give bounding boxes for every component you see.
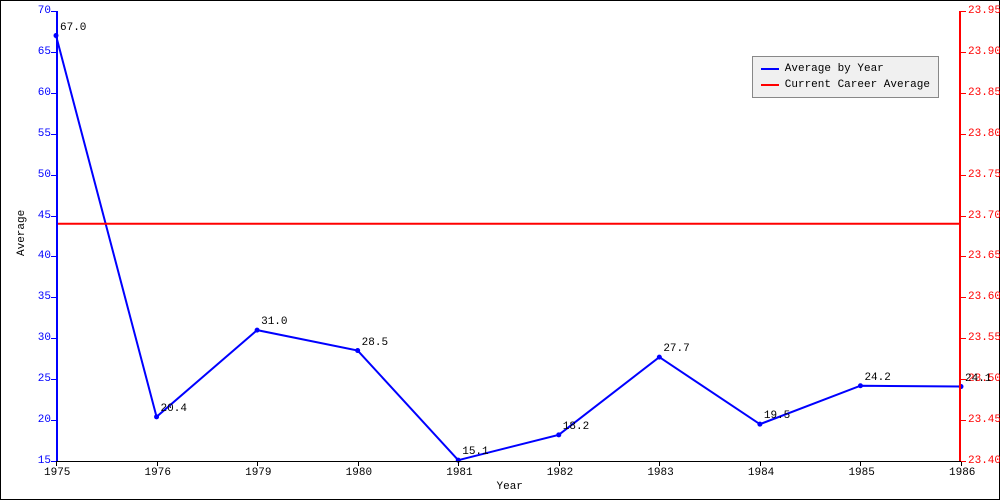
y-right-tick-label: 23.80 [968, 128, 1000, 140]
y-left-axis-title: Average [16, 210, 28, 256]
legend-label: Average by Year [785, 61, 884, 77]
data-point-label: 27.7 [663, 343, 689, 355]
y-right-tick-label: 23.85 [968, 87, 1000, 99]
y-right-tick-label: 23.40 [968, 455, 1000, 467]
data-point-label: 28.5 [362, 337, 388, 349]
x-tick-label: 1982 [547, 467, 573, 479]
data-point-label: 67.0 [60, 22, 86, 34]
legend-item: Average by Year [761, 61, 930, 77]
y-right-tick-label: 23.60 [968, 291, 1000, 303]
x-tick-label: 1976 [145, 467, 171, 479]
y-right-tick-label: 23.45 [968, 414, 1000, 426]
y-left-tick-label: 15 [21, 455, 51, 467]
legend-label: Current Career Average [785, 77, 930, 93]
x-tick-label: 1985 [848, 467, 874, 479]
y-left-tick-label: 60 [21, 87, 51, 99]
x-tick-label: 1975 [44, 467, 70, 479]
x-tick-label: 1981 [446, 467, 472, 479]
y-right-tick-label: 23.75 [968, 169, 1000, 181]
y-right-tick-label: 23.65 [968, 250, 1000, 262]
x-tick-label: 1983 [647, 467, 673, 479]
y-right-tick-label: 23.70 [968, 210, 1000, 222]
legend-item: Current Career Average [761, 77, 930, 93]
y-left-tick-label: 25 [21, 373, 51, 385]
y-left-tick-label: 50 [21, 169, 51, 181]
data-point-label: 15.1 [462, 446, 488, 458]
x-axis-title: Year [497, 481, 523, 493]
y-left-tick-label: 30 [21, 332, 51, 344]
legend-swatch [761, 68, 779, 70]
data-point-label: 24.2 [864, 372, 890, 384]
y-left-tick-label: 70 [21, 5, 51, 17]
data-point-label: 20.4 [161, 403, 187, 415]
legend-swatch [761, 84, 779, 86]
legend: Average by YearCurrent Career Average [752, 56, 939, 98]
y-left-tick-label: 20 [21, 414, 51, 426]
x-tick-label: 1980 [346, 467, 372, 479]
y-left-tick-label: 55 [21, 128, 51, 140]
y-right-tick-label: 23.95 [968, 5, 1000, 17]
y-left-tick-label: 65 [21, 46, 51, 58]
chart-container: Average by YearCurrent Career Average 19… [0, 0, 1000, 500]
y-right-tick-label: 23.55 [968, 332, 1000, 344]
data-point-label: 18.2 [563, 421, 589, 433]
x-tick-label: 1986 [949, 467, 975, 479]
data-point-label: 24.1 [965, 373, 991, 385]
y-right-tick-label: 23.90 [968, 46, 1000, 58]
x-tick-label: 1979 [245, 467, 271, 479]
y-left-tick-label: 35 [21, 291, 51, 303]
data-point-label: 19.5 [764, 410, 790, 422]
data-point-label: 31.0 [261, 316, 287, 328]
x-tick-label: 1984 [748, 467, 774, 479]
